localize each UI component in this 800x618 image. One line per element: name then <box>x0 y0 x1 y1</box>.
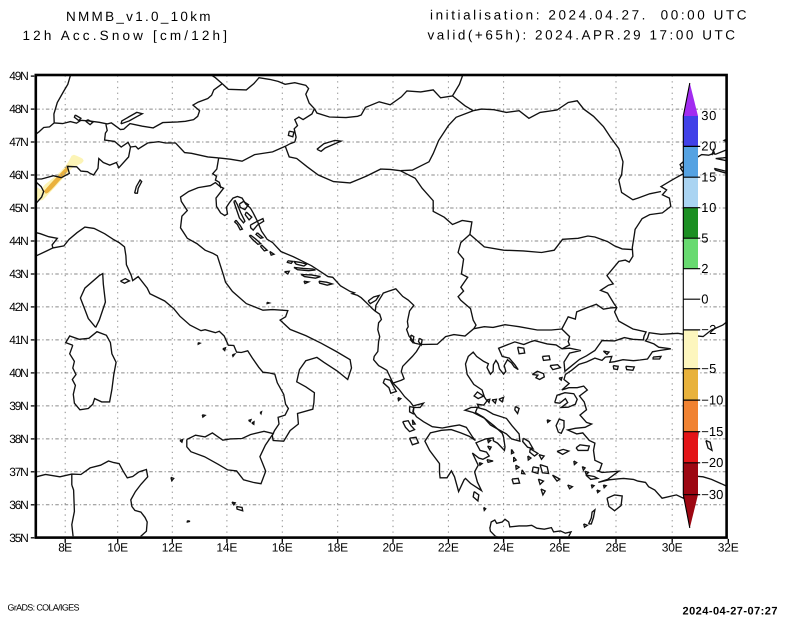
svg-text:12h Acc.Snow [cm/12h]: 12h Acc.Snow [cm/12h] <box>23 28 228 43</box>
svg-text:36N: 36N <box>9 498 29 512</box>
svg-text:24E: 24E <box>493 541 514 555</box>
svg-text:10: 10 <box>701 200 716 215</box>
svg-text:2: 2 <box>701 261 708 276</box>
svg-text:38N: 38N <box>9 432 29 446</box>
svg-text:20E: 20E <box>383 541 404 555</box>
svg-text:26E: 26E <box>549 541 570 555</box>
svg-text:NMMB_v1.0_10km: NMMB_v1.0_10km <box>66 9 211 24</box>
svg-text:−5: −5 <box>701 361 716 376</box>
svg-text:30E: 30E <box>662 541 683 555</box>
svg-text:48N: 48N <box>9 102 29 116</box>
svg-text:39N: 39N <box>9 399 29 413</box>
svg-text:15: 15 <box>701 169 716 184</box>
svg-text:49N: 49N <box>9 69 29 83</box>
svg-text:8E: 8E <box>58 541 72 555</box>
svg-text:18E: 18E <box>327 541 348 555</box>
svg-text:14E: 14E <box>216 541 237 555</box>
svg-text:20: 20 <box>701 139 716 154</box>
svg-text:−15: −15 <box>701 424 723 439</box>
svg-text:41N: 41N <box>9 333 29 347</box>
svg-text:−20: −20 <box>701 455 723 470</box>
svg-text:−2: −2 <box>701 322 716 337</box>
svg-text:30: 30 <box>701 108 716 123</box>
svg-text:16E: 16E <box>272 541 293 555</box>
svg-text:44N: 44N <box>9 234 29 248</box>
svg-text:initialisation: 2024.04.27. 0: initialisation: 2024.04.27. 00:00 UTC <box>430 8 747 23</box>
svg-text:0: 0 <box>701 291 708 306</box>
svg-text:46N: 46N <box>9 168 29 182</box>
svg-text:42N: 42N <box>9 300 29 314</box>
svg-text:2024-04-27-07:27: 2024-04-27-07:27 <box>683 606 778 618</box>
svg-text:22E: 22E <box>438 541 459 555</box>
svg-text:12E: 12E <box>162 541 183 555</box>
svg-text:43N: 43N <box>9 267 29 281</box>
svg-text:GrADS: COLA/IGES: GrADS: COLA/IGES <box>8 603 80 613</box>
svg-text:47N: 47N <box>9 135 29 149</box>
svg-text:45N: 45N <box>9 201 29 215</box>
svg-text:10E: 10E <box>107 541 128 555</box>
svg-text:40N: 40N <box>9 366 29 380</box>
svg-text:28E: 28E <box>606 541 627 555</box>
svg-text:37N: 37N <box>9 465 29 479</box>
svg-text:32E: 32E <box>718 541 739 555</box>
svg-text:35N: 35N <box>9 531 29 545</box>
svg-text:−10: −10 <box>701 392 723 407</box>
svg-text:−30: −30 <box>701 487 723 502</box>
svg-text:5: 5 <box>701 230 708 245</box>
